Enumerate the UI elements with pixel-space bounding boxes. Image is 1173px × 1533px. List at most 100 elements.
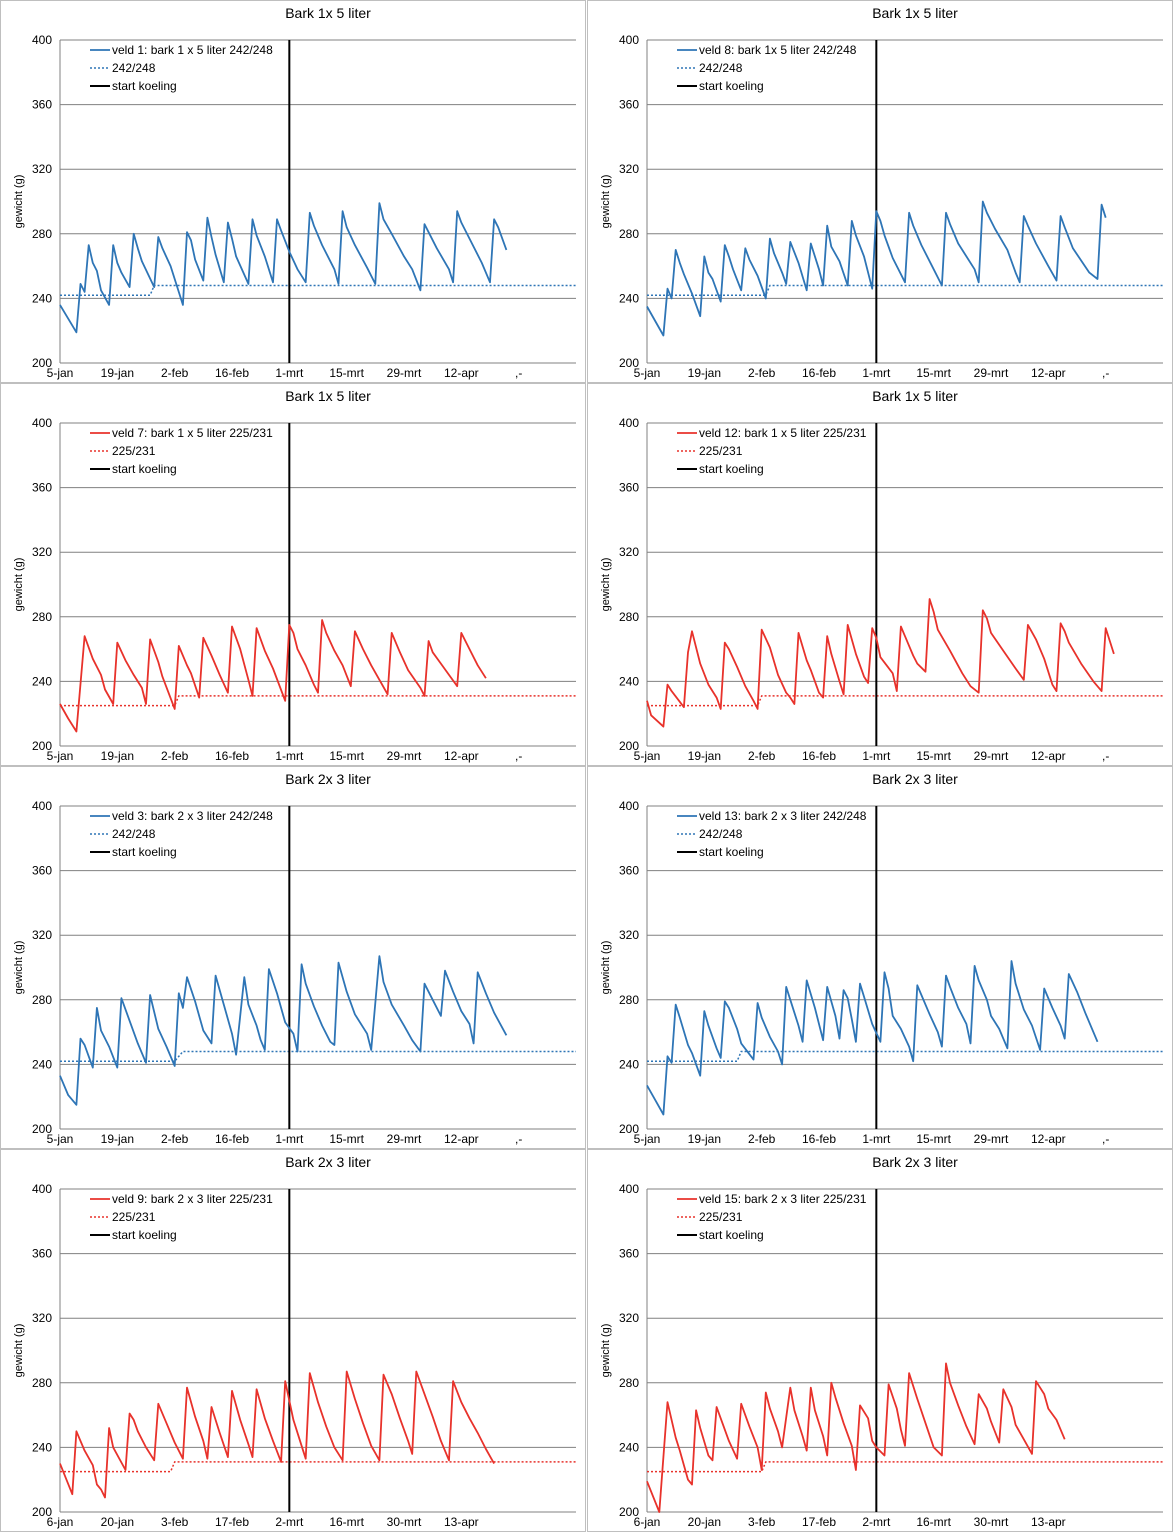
legend-entry: veld 7: bark 1 x 5 liter 225/231 [112,426,273,440]
series-line [60,1372,494,1498]
x-tick-label: 15-mrt [916,749,951,763]
x-tick-label: 19-jan [688,749,721,763]
chart-border [588,767,1173,1149]
x-tick-label: ,- [515,749,522,763]
chart-border [588,384,1173,766]
legend-entry: veld 1: bark 1 x 5 liter 242/248 [112,43,273,57]
legend-entry: 225/231 [112,1210,156,1224]
chart-title: Bark 1x 5 liter [872,5,958,21]
y-tick-label: 320 [32,162,52,176]
legend-entry: start koeling [699,845,764,859]
x-tick-label: 16-feb [802,749,836,763]
chart-panel-3: 2002402803203604005-jan19-jan2-feb16-feb… [0,383,586,766]
chart-title: Bark 2x 3 liter [872,1154,958,1170]
y-tick-label: 400 [619,416,639,430]
x-tick-label: 5-jan [634,749,661,763]
y-tick-label: 360 [32,481,52,495]
legend-entry: start koeling [112,845,177,859]
x-tick-label: 1-mrt [275,366,304,380]
legend-entry: 242/248 [699,827,743,841]
chart-panel-1: 2002402803203604005-jan19-jan2-feb16-feb… [0,0,586,383]
x-tick-label: 5-jan [47,1132,74,1146]
series-line [60,620,486,732]
y-tick-label: 360 [32,98,52,112]
x-tick-label: 19-jan [688,1132,721,1146]
x-tick-label: 29-mrt [387,1132,422,1146]
chart-panel-2: 2002402803203604005-jan19-jan2-feb16-feb… [587,0,1173,383]
y-axis-label: gewicht (g) [13,175,25,229]
y-tick-label: 400 [619,1182,639,1196]
reference-line [60,1052,576,1062]
y-tick-label: 280 [32,227,52,241]
y-tick-label: 280 [32,610,52,624]
legend-entry: veld 13: bark 2 x 3 liter 242/248 [699,809,867,823]
y-tick-label: 280 [619,227,639,241]
x-tick-label: 19-jan [688,366,721,380]
x-tick-label: 20-jan [101,1515,134,1529]
y-tick-label: 240 [619,291,639,305]
y-tick-label: 320 [619,928,639,942]
x-tick-label: 2-feb [161,1132,189,1146]
chart-border [588,1150,1173,1532]
x-tick-label: 15-mrt [329,366,364,380]
x-tick-label: 5-jan [47,366,74,380]
legend-entry: veld 15: bark 2 x 3 liter 225/231 [699,1192,867,1206]
y-tick-label: 360 [32,1247,52,1261]
reference-line [60,696,576,706]
chart-panel-4: 2002402803203604005-jan19-jan2-feb16-feb… [587,383,1173,766]
y-tick-label: 360 [619,481,639,495]
chart-border [1,384,586,766]
x-tick-label: 2-feb [748,1132,776,1146]
y-axis-label: gewicht (g) [600,175,612,229]
y-tick-label: 280 [619,1376,639,1390]
y-tick-label: 400 [32,33,52,47]
x-tick-label: 29-mrt [974,1132,1009,1146]
x-tick-label: 1-mrt [862,366,891,380]
series-line [647,599,1114,727]
x-tick-label: 19-jan [101,1132,134,1146]
x-tick-label: 16-feb [802,366,836,380]
y-axis-label: gewicht (g) [600,1324,612,1378]
x-tick-label: 19-jan [101,749,134,763]
legend-entry: start koeling [699,462,764,476]
x-tick-label: ,- [515,366,522,380]
chart-panel-6: 2002402803203604005-jan19-jan2-feb16-feb… [587,766,1173,1149]
series-line [60,956,506,1105]
legend-entry: start koeling [112,462,177,476]
x-tick-label: 2-feb [161,749,189,763]
x-tick-label: 2-mrt [275,1515,304,1529]
legend-entry: veld 3: bark 2 x 3 liter 242/248 [112,809,273,823]
x-tick-label: ,- [1102,1132,1109,1146]
y-tick-label: 360 [619,98,639,112]
chart-title: Bark 1x 5 liter [285,5,371,21]
legend-entry: 242/248 [112,827,156,841]
x-tick-label: 16-feb [215,1132,249,1146]
x-tick-label: 16-mrt [916,1515,951,1529]
reference-line [60,1462,576,1472]
x-tick-label: 5-jan [634,366,661,380]
y-tick-label: 280 [32,993,52,1007]
y-tick-label: 280 [619,610,639,624]
y-tick-label: 240 [619,1440,639,1454]
x-tick-label: ,- [1102,749,1109,763]
x-tick-label: 1-mrt [275,749,304,763]
y-tick-label: 400 [619,799,639,813]
x-tick-label: 29-mrt [974,749,1009,763]
x-tick-label: 15-mrt [329,1132,364,1146]
legend-entry: 225/231 [699,1210,743,1224]
y-tick-label: 320 [32,545,52,559]
x-tick-label: 12-apr [444,366,479,380]
reference-line [647,1462,1163,1472]
x-tick-label: ,- [1102,366,1109,380]
x-tick-label: 15-mrt [916,366,951,380]
x-tick-label: 2-feb [161,366,189,380]
chart-panel-7: 2002402803203604006-jan20-jan3-feb17-feb… [0,1149,586,1532]
y-tick-label: 240 [32,674,52,688]
x-tick-label: 6-jan [634,1515,661,1529]
x-tick-label: 13-apr [1031,1515,1066,1529]
series-line [60,203,506,332]
x-tick-label: 12-apr [444,749,479,763]
x-tick-label: 12-apr [444,1132,479,1146]
series-line [647,1363,1065,1512]
chart-title: Bark 2x 3 liter [285,771,371,787]
